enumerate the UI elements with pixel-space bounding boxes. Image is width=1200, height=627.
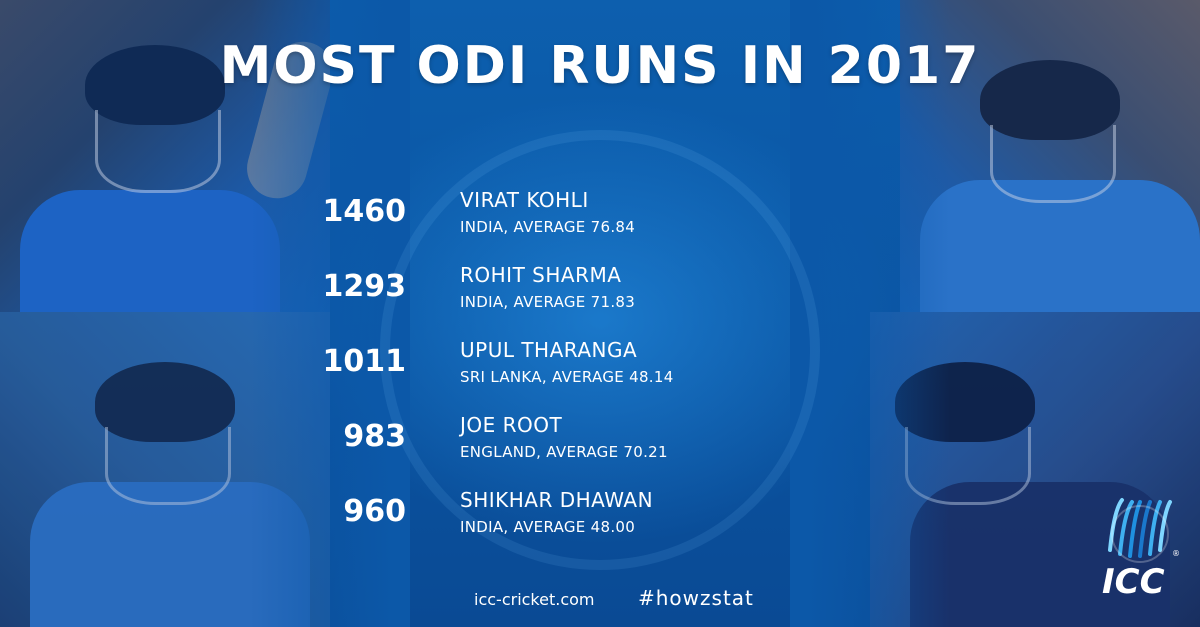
player-name: ROHIT SHARMA [460, 263, 622, 287]
icc-logo-icon: ® [1108, 498, 1180, 563]
player-detail: INDIA, AVERAGE 71.83 [460, 293, 636, 311]
hashtag: #howzstat [638, 586, 754, 610]
player-photo-top-right [900, 0, 1200, 312]
ranking-row-4: 983 JOE ROOT ENGLAND, AVERAGE 70.21 [0, 411, 1200, 471]
player-name: SHIKHAR DHAWAN [460, 488, 654, 512]
player-detail: INDIA, AVERAGE 76.84 [460, 218, 636, 236]
runs-value: 1460 [322, 194, 407, 229]
player-detail: INDIA, AVERAGE 48.00 [460, 518, 636, 536]
ranking-row-3: 1011 UPUL THARANGA SRI LANKA, AVERAGE 48… [0, 336, 1200, 396]
player-name: VIRAT KOHLI [460, 188, 589, 212]
ranking-row-5: 960 SHIKHAR DHAWAN INDIA, AVERAGE 48.00 [0, 486, 1200, 546]
player-name: UPUL THARANGA [460, 338, 638, 362]
decorative-ring [380, 130, 820, 570]
ranking-row-1: 1460 VIRAT KOHLI INDIA, AVERAGE 76.84 [0, 186, 1200, 246]
runs-value: 1011 [322, 344, 407, 379]
runs-value: 960 [343, 494, 406, 529]
player-detail: SRI LANKA, AVERAGE 48.14 [460, 368, 674, 386]
svg-text:®: ® [1172, 549, 1180, 558]
page-title: MOST ODI RUNS IN 2017 [219, 36, 981, 96]
player-name: JOE ROOT [460, 413, 563, 437]
runs-value: 1293 [322, 269, 407, 304]
player-detail: ENGLAND, AVERAGE 70.21 [460, 443, 668, 461]
ranking-row-2: 1293 ROHIT SHARMA INDIA, AVERAGE 71.83 [0, 261, 1200, 321]
icc-logo-text: ICC [1102, 562, 1165, 602]
runs-value: 983 [343, 419, 406, 454]
website-link[interactable]: icc-cricket.com [474, 590, 595, 609]
